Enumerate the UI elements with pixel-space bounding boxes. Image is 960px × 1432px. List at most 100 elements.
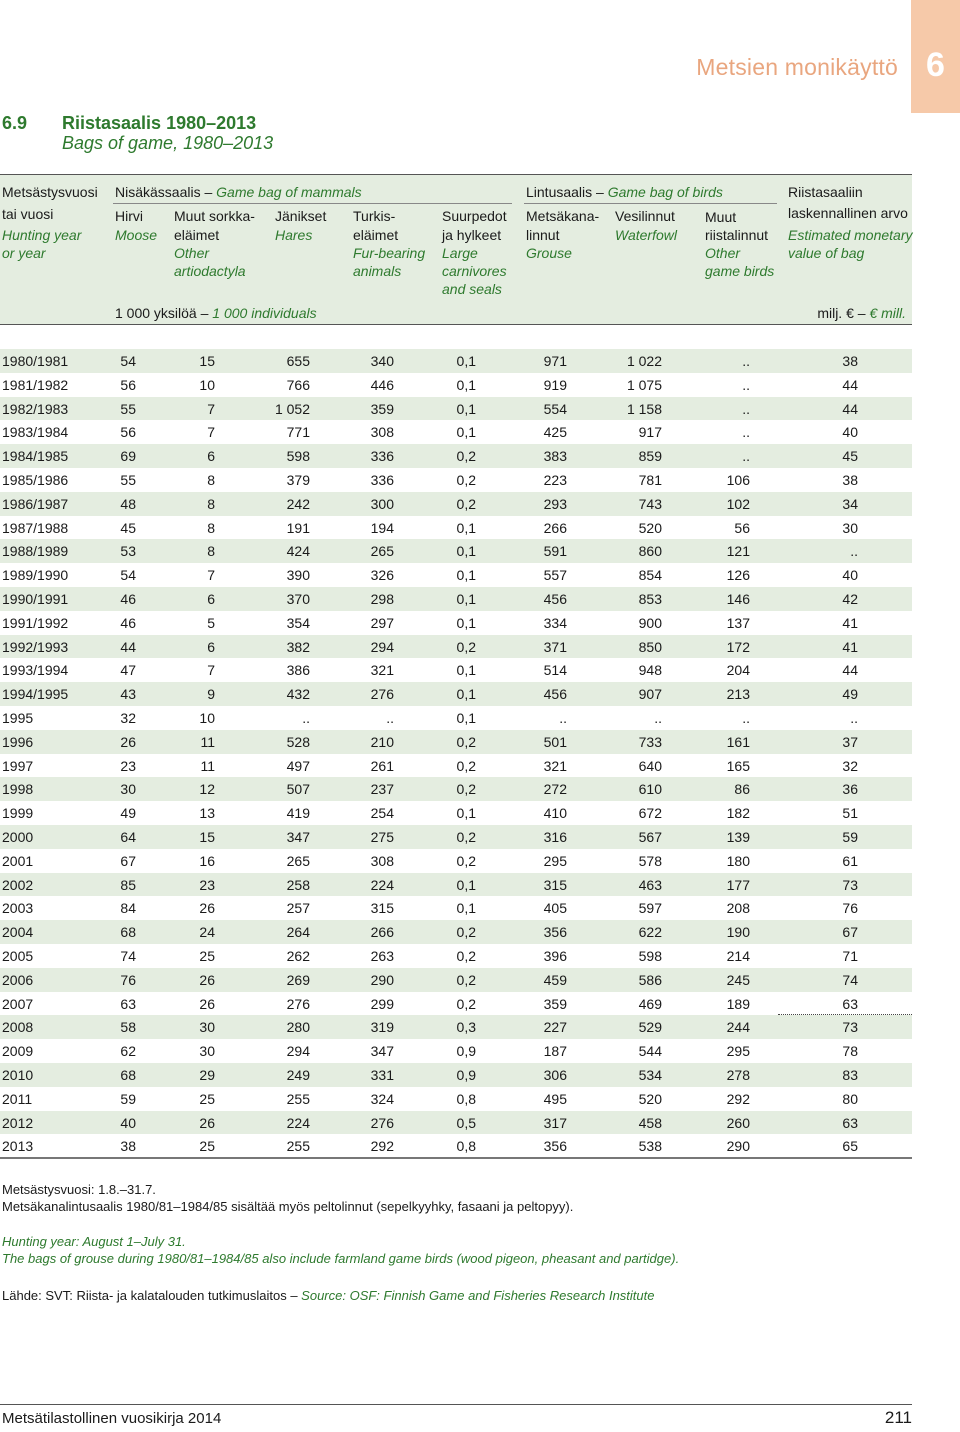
cell-fur: 224 [370, 876, 394, 893]
note-fi-1: Metsästysvuosi: 1.8.–31.7. [2, 1182, 156, 1197]
cell-artiodactyla: 7 [207, 424, 215, 441]
cell-carnivores: 0,1 [456, 543, 476, 560]
cell-fur: 265 [370, 543, 394, 560]
cell-carnivores: 0,5 [456, 1114, 476, 1131]
units-label-fi: 1 000 yksilöä – [115, 305, 213, 321]
cell-year: 1987/1988 [2, 519, 69, 536]
cell-other-birds: 190 [726, 924, 750, 941]
table-row: 2007 63 26 276 299 0,2 359 469 189 63 [0, 992, 912, 1016]
hares-header-fi: Jänikset [275, 208, 327, 224]
cell-year: 2004 [2, 924, 34, 941]
cell-carnivores: 0,2 [456, 638, 476, 655]
cell-other-birds: 56 [734, 519, 750, 536]
cell-year: 2012 [2, 1114, 34, 1131]
cell-value: 37 [842, 733, 858, 750]
table-row: 1985/1986 55 8 379 336 0,2 223 781 106 38 [0, 468, 912, 492]
cell-moose: 44 [120, 638, 136, 655]
cell-moose: 74 [120, 948, 136, 964]
cell-grouse: 356 [543, 1138, 567, 1155]
cell-other-birds: 214 [726, 948, 750, 964]
cell-carnivores: 0,2 [456, 829, 476, 845]
cell-artiodactyla: 26 [199, 1114, 215, 1131]
cell-hares: 507 [286, 781, 310, 798]
cell-hares: 528 [286, 733, 310, 750]
table-row: 2008 58 30 280 319 0,3 227 529 244 73 [0, 1015, 912, 1040]
cell-artiodactyla: 16 [199, 852, 215, 869]
cell-hares: 382 [286, 638, 310, 655]
value-break-dotted-rule [778, 1014, 912, 1015]
cell-other-birds: 137 [726, 614, 750, 631]
cell-hares: 249 [286, 1067, 310, 1083]
table-row: 1986/1987 48 8 242 300 0,2 293 743 102 34 [0, 491, 912, 516]
cell-carnivores: 0,1 [456, 376, 476, 393]
table-row: 1998 30 12 507 237 0,2 272 610 86 36 [0, 777, 912, 802]
cell-fur: 340 [370, 353, 394, 369]
table-row: 1989/1990 54 7 390 326 0,1 557 854 126 40 [0, 563, 912, 587]
mammals-group-fi: Nisäkässaalis – [115, 184, 217, 200]
chapter-tab: 6 [911, 0, 960, 113]
table-row: 2004 68 24 264 266 0,2 356 622 190 67 [0, 920, 912, 944]
cell-artiodactyla: 15 [199, 829, 215, 845]
cell-carnivores: 0,1 [456, 686, 476, 703]
cell-carnivores: 0,2 [456, 757, 476, 774]
cell-year: 1988/1989 [2, 543, 69, 560]
cell-value: 32 [842, 757, 858, 774]
cell-other-birds: 177 [726, 876, 750, 893]
cell-grouse: 396 [543, 948, 567, 964]
cell-moose: 55 [120, 472, 136, 488]
cell-value: 76 [842, 900, 858, 917]
cell-artiodactyla: 26 [199, 900, 215, 917]
cell-artiodactyla: 7 [207, 567, 215, 584]
cell-other-birds: 180 [726, 852, 750, 869]
value-header-en-2: value of bag [788, 245, 865, 261]
cell-artiodactyla: 8 [207, 519, 215, 536]
cell-artiodactyla: 8 [207, 543, 215, 560]
cell-waterfowl: 1 022 [626, 353, 662, 369]
table-row: 1987/1988 45 8 191 194 0,1 266 520 56 30 [0, 516, 912, 540]
cell-carnivores: 0,2 [456, 948, 476, 964]
cell-value: 59 [842, 829, 858, 845]
cell-value: 45 [842, 448, 858, 465]
cell-year: 2001 [2, 852, 34, 869]
cell-artiodactyla: 7 [207, 662, 215, 679]
cell-value: 36 [842, 781, 858, 798]
cell-other-birds: .. [742, 376, 750, 393]
table-row: 1988/1989 53 8 424 265 0,1 591 860 121.. [0, 539, 912, 564]
cell-artiodactyla: 6 [207, 448, 215, 465]
carnivores-header-fi-2: ja hylkeet [442, 227, 502, 243]
cell-carnivores: 0,9 [456, 1043, 476, 1060]
cell-artiodactyla: 9 [207, 686, 215, 703]
cell-year: 1986/1987 [2, 495, 69, 512]
cell-artiodactyla: 10 [199, 710, 215, 726]
cell-moose: 56 [120, 376, 136, 393]
cell-value: 65 [842, 1138, 858, 1155]
cell-hares: 255 [286, 1090, 310, 1107]
cell-moose: 45 [120, 519, 136, 536]
cell-waterfowl: 520 [638, 1090, 662, 1107]
cell-moose: 32 [120, 710, 136, 726]
cell-hares: 262 [286, 948, 310, 964]
cell-year: 2009 [2, 1043, 34, 1060]
cell-waterfowl: 781 [638, 472, 662, 488]
cell-fur: 315 [370, 900, 394, 917]
cell-moose: 64 [120, 829, 136, 845]
cell-waterfowl: 463 [638, 876, 662, 893]
cell-grouse: 295 [543, 852, 567, 869]
cell-grouse: 495 [543, 1090, 567, 1107]
year-header-en-2: or year [2, 245, 46, 261]
cell-waterfowl: 853 [638, 591, 662, 607]
cell-carnivores: 0,1 [456, 876, 476, 893]
cell-waterfowl: 586 [638, 971, 662, 988]
cell-value: 34 [842, 495, 858, 512]
cell-carnivores: 0,1 [456, 353, 476, 369]
cell-hares: 655 [286, 353, 310, 369]
footer-publication: Metsätilastollinen vuosikirja 2014 [2, 1410, 222, 1427]
table-row: 2003 84 26 257 315 0,1 405 597 208 76 [0, 896, 912, 920]
other-birds-header-fi-2: riistalinnut [705, 227, 769, 243]
artiodactyla-header-en-2: artiodactyla [174, 263, 246, 279]
cell-other-birds: 204 [726, 662, 750, 679]
cell-fur: 308 [370, 424, 394, 441]
cell-grouse: 591 [543, 543, 567, 560]
table-row: 2002 85 23 258 224 0,1 315 463 177 73 [0, 872, 912, 897]
table-row: 1980/1981 54 15 655 340 0,1 971 1 022.. 38 [0, 349, 912, 373]
